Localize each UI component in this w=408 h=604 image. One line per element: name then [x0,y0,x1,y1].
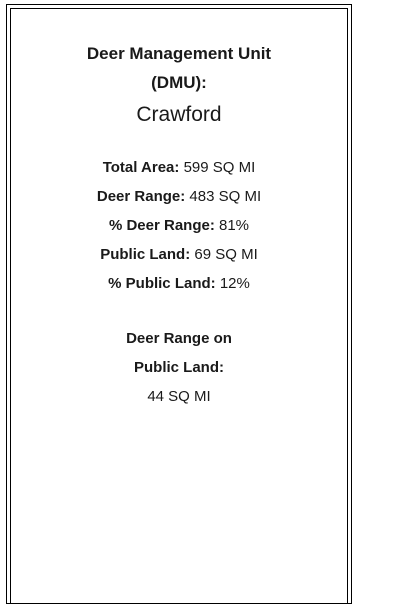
stat-label: Deer Range [96,188,181,205]
stat-label: % Public Land [108,275,211,292]
title-line-1: Deer Management Unit [86,44,272,63]
stat-total-area: Total Area: 599 SQ MI [102,159,256,176]
stat-value: 483 SQ MI [189,188,262,205]
stat-value: 69 SQ MI [194,246,258,263]
stat-percent-public-land: % Public Land: 12% [108,275,250,292]
stat-value: 81% [219,217,250,234]
title-line-2: (DMU): [151,73,207,92]
stat-deer-range: Deer Range: 483 SQ MI [96,188,262,205]
stat-percent-deer-range: % Deer Range: 81% [108,217,250,234]
dmu-name: Crawford [136,103,222,126]
public-range-label-1: Deer Range on [126,330,232,347]
stat-value: 599 SQ MI [183,159,256,176]
stat-label: % Deer Range [108,217,210,234]
public-range-label-2: Public Land: [134,359,224,376]
deer-range-public-land: Deer Range on Public Land: 44 SQ MI [11,324,347,411]
stat-value: 12% [219,275,250,292]
stat-public-land: Public Land: 69 SQ MI [100,246,258,263]
card-content: Deer Management Unit (DMU): Crawford Tot… [11,39,347,411]
stats-list: Total Area: 599 SQ MI Deer Range: 483 SQ… [11,153,347,298]
stat-label: Public Land [100,246,186,263]
public-range-value: 44 SQ MI [147,388,211,405]
card-frame: Deer Management Unit (DMU): Crawford Tot… [6,4,352,604]
stat-label: Total Area [102,159,175,176]
card-inner-border: Deer Management Unit (DMU): Crawford Tot… [10,8,348,603]
